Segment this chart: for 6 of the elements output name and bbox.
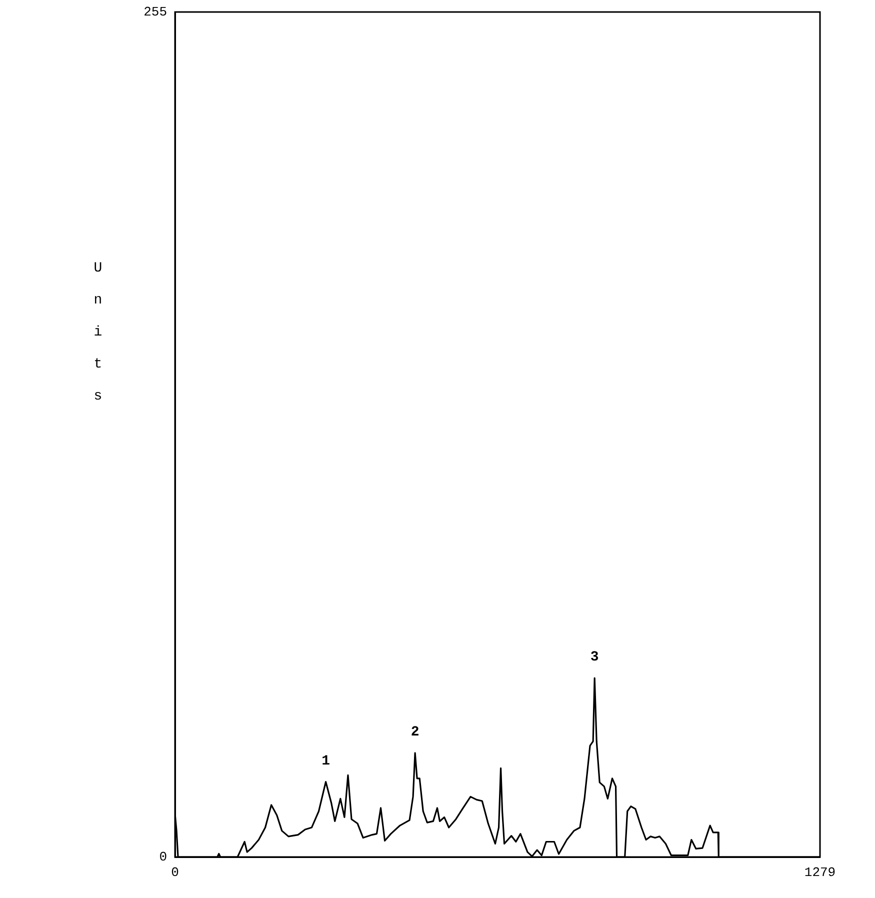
annotation: 3: [590, 650, 599, 666]
annotation: 2: [410, 724, 420, 740]
y-axis-title: Units: [94, 260, 102, 405]
x-tick-label: 1279: [804, 865, 836, 880]
annotation: 1: [322, 753, 330, 770]
y-tick-label: 255: [144, 4, 167, 20]
